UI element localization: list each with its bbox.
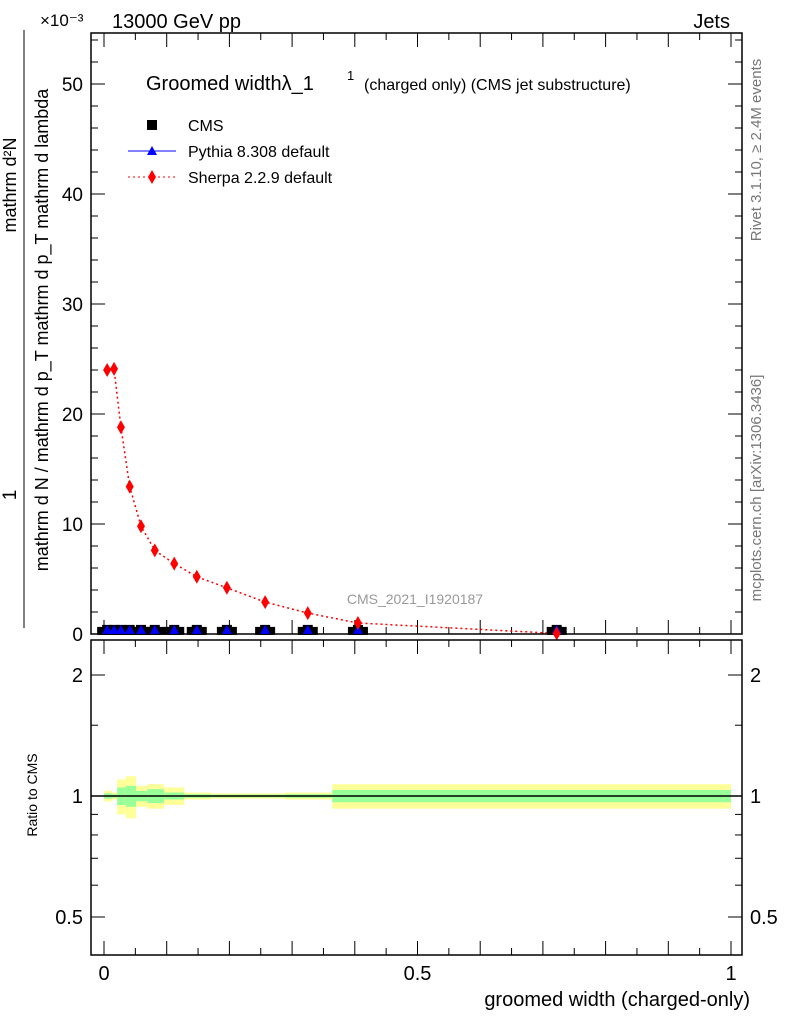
pythia-point <box>115 624 126 634</box>
pythia-point <box>135 624 146 634</box>
legend-label: Sherpa 2.2.9 default <box>188 170 333 187</box>
sherpa-point <box>110 361 119 376</box>
ratio-y-tick-label-right: 2 <box>750 665 761 687</box>
sherpa-point <box>303 606 312 621</box>
legend-marker <box>147 120 157 130</box>
pythia-point <box>109 624 120 634</box>
y-tick-label: 30 <box>62 295 83 316</box>
legend: CMS Pythia 8.308 default Sherpa 2.2.9 defa… <box>128 118 333 187</box>
sherpa-point <box>116 420 125 435</box>
sherpa-point <box>222 580 231 595</box>
chart-title-suffix: (charged only) (CMS jet substructure) <box>364 77 631 94</box>
pythia-point <box>221 624 232 634</box>
pythia-point <box>260 624 271 634</box>
sherpa-point <box>192 569 201 584</box>
pythia-point <box>191 624 202 634</box>
sherpa-point <box>170 556 179 571</box>
pythia-point <box>124 624 135 634</box>
ratio-y-tick-label: 2 <box>72 665 83 687</box>
ratio-y-label: Ratio to CMS <box>24 753 40 836</box>
y-label-numerator: 1 <box>0 490 21 501</box>
header-left: 13000 GeV pp <box>112 11 241 33</box>
main-frame <box>90 32 743 635</box>
sherpa-point <box>353 616 362 630</box>
mcplots-label: mcplots.cern.ch [arXiv:1306.3436] <box>748 375 765 602</box>
watermark: CMS_2021_I1920187 <box>347 591 483 607</box>
sherpa-point <box>125 479 134 494</box>
pythia-point <box>102 624 113 634</box>
pythia-point <box>302 624 313 634</box>
ratio-y-tick-label: 0.5 <box>55 907 83 929</box>
ratio-y-tick-label: 1 <box>72 786 83 808</box>
y-tick-label: 0 <box>72 625 83 646</box>
chart-title: Groomed widthλ_1 <box>146 73 314 95</box>
y-label-top: mathrm d²N <box>0 137 20 232</box>
x-axis-label: groomed width (charged-only) <box>484 989 750 1011</box>
rivet-label: Rivet 3.1.10, ≥ 2.4M events <box>748 59 765 242</box>
x-tick-label: 0 <box>98 963 109 985</box>
x-tick-label: 0.5 <box>404 963 432 985</box>
legend-marker <box>148 170 156 184</box>
x-tick-label: 1 <box>725 963 736 985</box>
legend-label: Pythia 8.308 default <box>188 144 330 161</box>
legend-marker <box>147 146 157 155</box>
pythia-point <box>149 624 160 634</box>
y-tick-label: 10 <box>62 515 83 536</box>
y-tick-label: 20 <box>62 405 83 426</box>
sherpa-point <box>136 519 145 534</box>
sherpa-point <box>150 543 159 558</box>
pythia-point <box>169 624 180 634</box>
sherpa-line <box>107 368 557 635</box>
sherpa-point <box>552 626 561 641</box>
axis-multiplier: ×10⁻³ <box>40 11 84 30</box>
sherpa-point <box>103 363 112 377</box>
chart-title-sup: 1 <box>347 68 354 83</box>
ratio-frame <box>90 639 743 956</box>
legend-label: CMS <box>188 118 224 135</box>
y-tick-label: 50 <box>62 75 83 96</box>
y-label-denominator: mathrm d N / mathrm d p_T mathrm d p_T m… <box>32 88 53 571</box>
sherpa-point <box>261 595 270 610</box>
ratio-y-tick-label-right: 0.5 <box>750 907 778 929</box>
header-right: Jets <box>693 11 730 33</box>
ratio-y-tick-label-right: 1 <box>750 786 761 808</box>
y-tick-label: 40 <box>62 185 83 206</box>
